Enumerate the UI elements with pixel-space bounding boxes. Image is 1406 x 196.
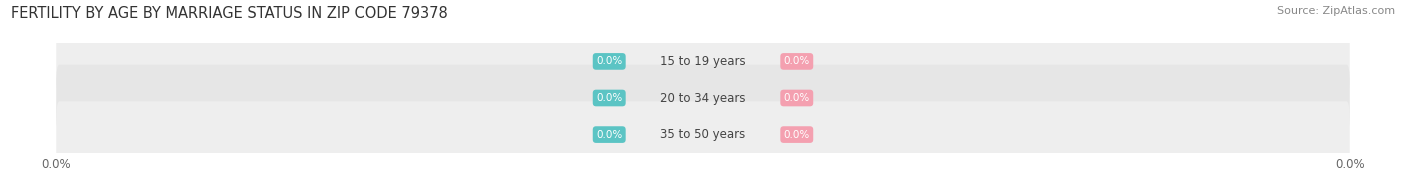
Text: Source: ZipAtlas.com: Source: ZipAtlas.com (1277, 6, 1395, 16)
Text: 0.0%: 0.0% (783, 130, 810, 140)
Text: 0.0%: 0.0% (596, 93, 623, 103)
FancyBboxPatch shape (56, 65, 1350, 131)
Text: 15 to 19 years: 15 to 19 years (661, 55, 745, 68)
Text: 0.0%: 0.0% (783, 93, 810, 103)
FancyBboxPatch shape (56, 28, 1350, 95)
Text: 35 to 50 years: 35 to 50 years (661, 128, 745, 141)
Text: 20 to 34 years: 20 to 34 years (661, 92, 745, 104)
Text: 0.0%: 0.0% (596, 130, 623, 140)
Text: 0.0%: 0.0% (596, 56, 623, 66)
FancyBboxPatch shape (56, 101, 1350, 168)
Text: FERTILITY BY AGE BY MARRIAGE STATUS IN ZIP CODE 79378: FERTILITY BY AGE BY MARRIAGE STATUS IN Z… (11, 6, 449, 21)
Text: 0.0%: 0.0% (783, 56, 810, 66)
